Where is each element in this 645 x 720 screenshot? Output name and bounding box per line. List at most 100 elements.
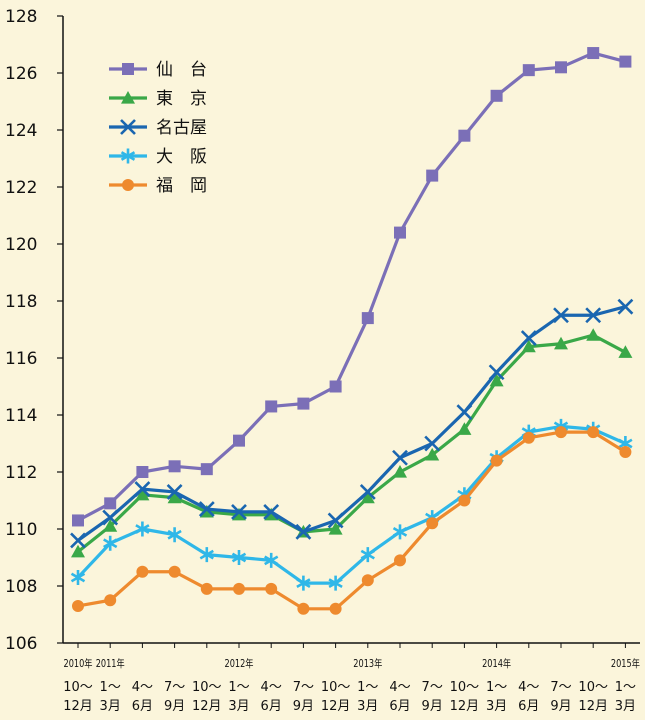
data-point-osaka	[392, 524, 408, 540]
data-point-tokyo	[489, 373, 504, 387]
legend-label: 大 阪	[156, 147, 207, 167]
data-point-tokyo	[586, 328, 601, 341]
data-point-osaka	[199, 547, 214, 563]
legend-marker	[120, 148, 136, 164]
legend-label: 名古屋	[156, 118, 207, 138]
x-year-label: 2012年	[224, 657, 253, 670]
data-point-fukuoka	[200, 582, 213, 595]
data-point-fukuoka	[265, 582, 278, 595]
data-point-sendai	[587, 47, 600, 60]
data-point-osaka	[70, 569, 86, 585]
data-point-tokyo	[135, 487, 150, 501]
data-point-tokyo	[425, 447, 440, 461]
data-point-nagoya	[295, 523, 312, 540]
series-line-osaka	[76, 424, 627, 585]
y-tick-label: 110	[5, 520, 37, 540]
x-period-label: 1～	[228, 680, 249, 695]
x-period-label: 10～	[578, 680, 608, 695]
data-point-sendai	[297, 397, 310, 410]
x-period-label: 3月	[100, 699, 121, 714]
data-point-tokyo	[328, 522, 343, 535]
y-tick-label: 112	[5, 463, 37, 483]
data-point-sendai	[555, 61, 567, 74]
data-point-sendai	[265, 400, 278, 413]
data-point-nagoya	[198, 501, 215, 517]
data-point-fukuoka	[522, 431, 535, 444]
data-point-nagoya	[70, 532, 86, 549]
data-point-tokyo	[521, 339, 536, 353]
data-point-nagoya	[520, 330, 537, 346]
x-year-label: 2014年	[482, 657, 511, 670]
y-tick-label: 128	[5, 7, 37, 27]
x-period-label: 6月	[389, 699, 410, 714]
data-point-osaka	[328, 575, 343, 591]
x-period-label: 7～	[293, 680, 314, 695]
x-period-label: 9月	[550, 699, 571, 714]
y-tick-label: 116	[5, 349, 37, 369]
data-point-fukuoka	[329, 602, 342, 615]
data-point-sendai	[72, 514, 84, 527]
data-point-sendai	[233, 434, 245, 447]
data-point-fukuoka	[233, 582, 245, 595]
x-period-label: 1～	[357, 680, 378, 695]
legend-marker	[122, 179, 134, 191]
y-tick-label: 120	[5, 235, 37, 255]
series-lines	[70, 47, 634, 615]
data-point-nagoya	[231, 503, 247, 520]
axes: 106 108 110 112 114 116 118 120 122 124 126 128	[5, 7, 640, 654]
y-tick-label: 114	[5, 406, 37, 426]
data-point-nagoya	[456, 404, 473, 421]
data-point-tokyo	[457, 422, 472, 435]
legend-label: 仙 台	[156, 60, 207, 80]
x-axis-labels: 2010年10～12月2011年1～3月4～6月7～9月10～12月2012年1…	[63, 657, 640, 714]
series-osaka	[70, 418, 633, 591]
data-point-tokyo	[393, 465, 407, 478]
x-period-label: 7～	[422, 680, 443, 695]
x-year-label: 2010年	[63, 657, 92, 670]
data-point-sendai	[619, 55, 632, 68]
data-point-fukuoka	[72, 599, 84, 612]
data-point-nagoya	[488, 364, 505, 381]
data-point-fukuoka	[490, 454, 503, 467]
x-period-label: 4～	[518, 680, 539, 695]
x-period-label: 4～	[389, 680, 410, 695]
x-period-label: 3月	[615, 699, 636, 714]
x-period-label: 7～	[164, 680, 185, 695]
data-point-nagoya	[263, 503, 280, 520]
data-point-nagoya	[392, 449, 408, 466]
data-point-tokyo	[360, 490, 375, 504]
data-point-osaka	[103, 535, 118, 551]
x-period-label: 6月	[132, 699, 153, 714]
data-point-fukuoka	[426, 517, 439, 530]
legend-marker	[121, 91, 135, 104]
legend-label: 福 岡	[156, 176, 207, 196]
x-year-label: 2015年	[611, 657, 640, 670]
data-point-fukuoka	[136, 565, 149, 578]
x-period-label: 6月	[261, 699, 282, 714]
x-period-label: 9月	[164, 699, 185, 714]
data-point-fukuoka	[619, 446, 632, 459]
x-period-label: 12月	[321, 699, 351, 714]
x-period-label: 3月	[486, 699, 507, 714]
data-point-sendai	[200, 463, 213, 476]
data-point-nagoya	[424, 435, 441, 452]
data-point-sendai	[394, 226, 406, 239]
legend-label: 東 京	[156, 89, 207, 109]
series-sendai	[72, 47, 632, 527]
data-point-tokyo	[618, 345, 633, 358]
x-period-label: 7～	[550, 680, 571, 695]
x-period-label: 9月	[293, 699, 314, 714]
data-point-osaka	[264, 552, 279, 568]
x-period-label: 9月	[422, 699, 443, 714]
legend-item-sendai: 仙 台	[109, 60, 207, 80]
data-point-sendai	[136, 466, 149, 478]
data-point-fukuoka	[297, 602, 310, 615]
data-point-sendai	[426, 169, 439, 182]
data-point-sendai	[329, 380, 342, 393]
series-tokyo	[71, 328, 633, 558]
data-point-osaka	[135, 521, 150, 537]
data-point-fukuoka	[168, 565, 181, 578]
data-point-fukuoka	[394, 554, 406, 567]
